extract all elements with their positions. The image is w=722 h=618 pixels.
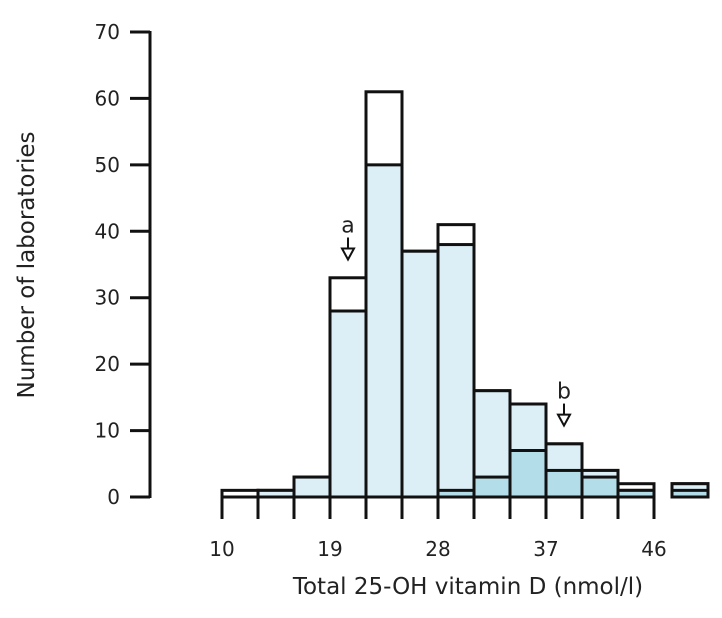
bar-light	[256, 488, 296, 499]
y-axis-label: Number of laboratories	[14, 132, 40, 399]
bar-light	[436, 243, 476, 499]
bar-dark	[544, 468, 584, 499]
y-tick-label: 30	[95, 286, 120, 310]
bar-dark	[472, 475, 512, 499]
bar-dark	[616, 488, 656, 499]
bar-light	[328, 309, 368, 499]
bar-light	[400, 249, 440, 499]
x-tick-label: 10	[209, 537, 234, 561]
arrow-head-icon	[556, 413, 572, 428]
bar-dark	[670, 488, 710, 499]
annotation-label-b: b	[557, 380, 571, 405]
annotation-label-a: a	[341, 214, 354, 239]
arrow-head-icon	[340, 247, 356, 262]
y-tick-label: 60	[95, 86, 120, 110]
y-tick-label: 10	[95, 419, 120, 443]
y-tick-label: 0	[107, 485, 120, 509]
bar-dark	[436, 488, 476, 499]
x-tick-label: 19	[317, 537, 342, 561]
y-tick-label: 20	[95, 352, 120, 376]
y-tick-label: 50	[95, 153, 120, 177]
bar-light	[292, 475, 332, 499]
y-tick-label: 70	[95, 20, 120, 44]
x-tick-label: 28	[425, 537, 450, 561]
bar-light	[364, 163, 404, 499]
bars-group	[220, 90, 710, 499]
x-tick-label: 46	[641, 537, 666, 561]
x-tick-label: 37	[533, 537, 558, 561]
bar-dark	[580, 475, 620, 499]
bar-dark	[508, 449, 548, 499]
axes-group: 10 19 28 37 46 0 10 20 30 40 50 60 70 a b	[95, 20, 667, 561]
y-tick-label: 40	[95, 219, 120, 243]
x-axis-label: Total 25-OH vitamin D (nmol/l)	[292, 574, 643, 600]
bar-total	[220, 488, 260, 499]
